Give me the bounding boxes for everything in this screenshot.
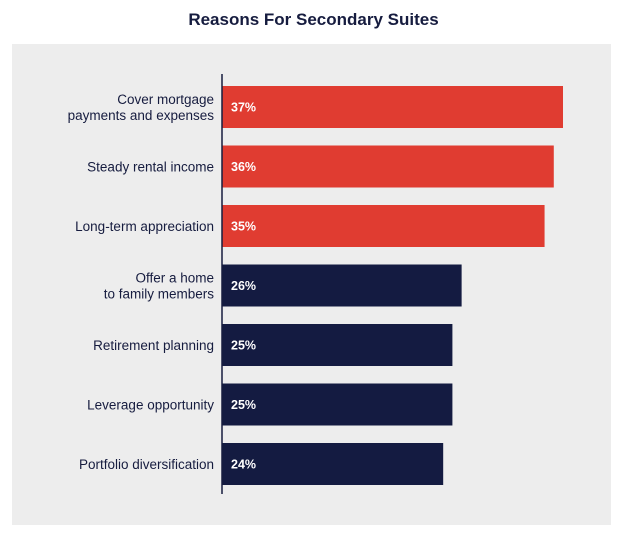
bar-value-label: 24% [231, 458, 256, 472]
category-label: Retirement planning [93, 338, 214, 353]
category-label: Leverage opportunity [87, 398, 214, 413]
bar-value-label: 35% [231, 220, 256, 234]
category-label: Long-term appreciation [75, 219, 214, 234]
category-label: Cover mortgage [117, 92, 214, 107]
bar-value-label: 26% [231, 279, 256, 293]
bar [222, 205, 545, 247]
category-label: payments and expenses [68, 108, 215, 123]
category-label: Steady rental income [87, 160, 214, 175]
bar [222, 264, 462, 307]
bar-value-label: 25% [231, 398, 256, 412]
bar-value-label: 36% [231, 160, 256, 174]
category-label: Offer a home [135, 271, 214, 286]
category-label: to family members [104, 287, 215, 302]
bar-value-label: 37% [231, 101, 256, 115]
bar-value-label: 25% [231, 339, 256, 353]
bar [222, 86, 563, 128]
bar [222, 324, 453, 366]
bars-layer: 37% 36% 35% 26% 25% 25% 24% [222, 86, 563, 485]
category-label: Portfolio diversification [79, 457, 214, 472]
chart-title: Reasons For Secondary Suites [188, 10, 439, 29]
bar [222, 443, 444, 485]
bar [222, 383, 453, 426]
bar [222, 145, 554, 188]
